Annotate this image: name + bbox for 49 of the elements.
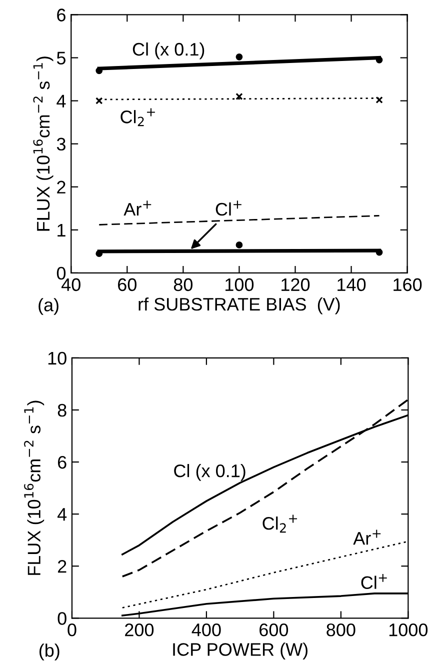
series-label: Ar$^{+}$ — [353, 530, 381, 545]
series-label: Cl$^{+}$ — [216, 200, 242, 216]
x-tick-label: 60 — [118, 278, 136, 292]
text: (b) — [39, 644, 60, 660]
y-tick-label: 0 — [56, 266, 66, 280]
y-tick-label: 4 — [56, 94, 66, 108]
text: (a) — [38, 298, 58, 315]
x-tick-label: 100 — [226, 278, 254, 292]
y-axis-title: FLUX (10$^{16}$cm$^{−2}$ s$^{−1}$) — [24, 400, 44, 575]
x-tick-label: 120 — [282, 278, 310, 292]
y-tick-label: 10 — [48, 352, 66, 365]
series-label: Ar$^{+}$ — [124, 200, 152, 216]
y-tick-label: 8 — [58, 404, 66, 417]
x-axis-title: ICP POWER (W) — [173, 642, 308, 660]
point — [96, 250, 103, 258]
x-tick-label: 0 — [68, 623, 76, 636]
y-tick-label: 6 — [58, 456, 66, 469]
series-label: Cl$_{2}$$^{+}$ — [262, 514, 297, 533]
y-tick-label: 5 — [56, 52, 66, 64]
point — [376, 56, 383, 64]
point — [376, 96, 383, 104]
y-axis-title: FLUX (10$^{16}$cm$^{−2}$ s$^{−1}$) — [33, 56, 54, 231]
point — [236, 53, 243, 60]
x-tick-label: 40 — [61, 278, 80, 292]
y-tick-label: 2 — [57, 180, 66, 194]
x-tick-label: 800 — [326, 623, 356, 636]
legend-label: Cl (x 0.1) — [132, 42, 204, 60]
series-label: Cl (x 0.1) — [174, 464, 246, 481]
x-tick-label: 140 — [338, 278, 366, 292]
y-tick-label: 1 — [58, 224, 66, 236]
point — [376, 248, 383, 256]
y-tick-label: 3 — [56, 138, 66, 151]
y-tick-label: 0 — [58, 612, 66, 625]
y-tick-label: 2 — [58, 560, 66, 573]
legend-label: Cl$^{+}$ — [361, 574, 387, 590]
x-tick-label: 400 — [192, 623, 221, 636]
y-tick-label: 4 — [57, 508, 67, 521]
x-tick-label: 600 — [260, 623, 288, 636]
series-label: Cl$_{2}$$^{+}$ — [120, 108, 155, 126]
point — [236, 92, 243, 100]
point — [96, 97, 103, 104]
x-tick-label: 80 — [174, 278, 193, 292]
x-tick-label: 160 — [394, 278, 422, 292]
point — [236, 242, 243, 248]
x-tick-label: 200 — [125, 623, 154, 636]
x-tick-label: 1000 — [389, 623, 428, 636]
y-tick-label: 6 — [57, 8, 66, 22]
x-axis-title: rf SUBSTRATE BIAS (V) — [138, 297, 340, 314]
point — [96, 67, 103, 74]
